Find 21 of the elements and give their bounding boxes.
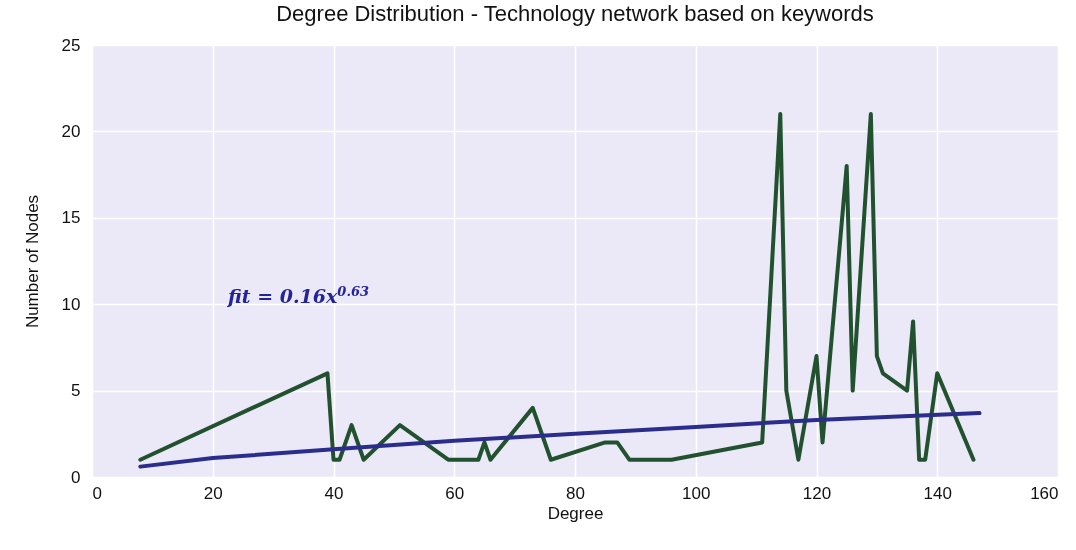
x-tick-label: 140 [923, 483, 952, 503]
y-tick-label: 0 [71, 467, 81, 487]
x-axis-title: Degree [547, 503, 604, 523]
y-tick-label: 10 [61, 294, 81, 314]
y-tick-label: 5 [71, 381, 81, 401]
x-tick-label: 160 [1030, 483, 1059, 503]
x-tick-label: 120 [802, 483, 832, 503]
x-tick-label: 40 [324, 483, 344, 503]
chart-title: Degree Distribution - Technology network based on keywords [276, 1, 874, 26]
y-tick-label: 25 [61, 35, 81, 55]
x-tick-label: 20 [203, 483, 223, 503]
y-tick-label: 15 [61, 208, 81, 228]
x-tick-label: 100 [682, 483, 711, 503]
x-tick-label: 60 [445, 483, 465, 503]
y-axis-title: Number of Nodes [22, 194, 42, 329]
annotation: fit = 0.16x$^{0.63}$ [228, 284, 370, 308]
x-tick-label: 0 [92, 483, 102, 503]
line-series [138, 112, 976, 462]
y-tick-label: 20 [61, 121, 81, 141]
line-series [138, 411, 982, 469]
x-tick-label: 80 [566, 483, 585, 503]
